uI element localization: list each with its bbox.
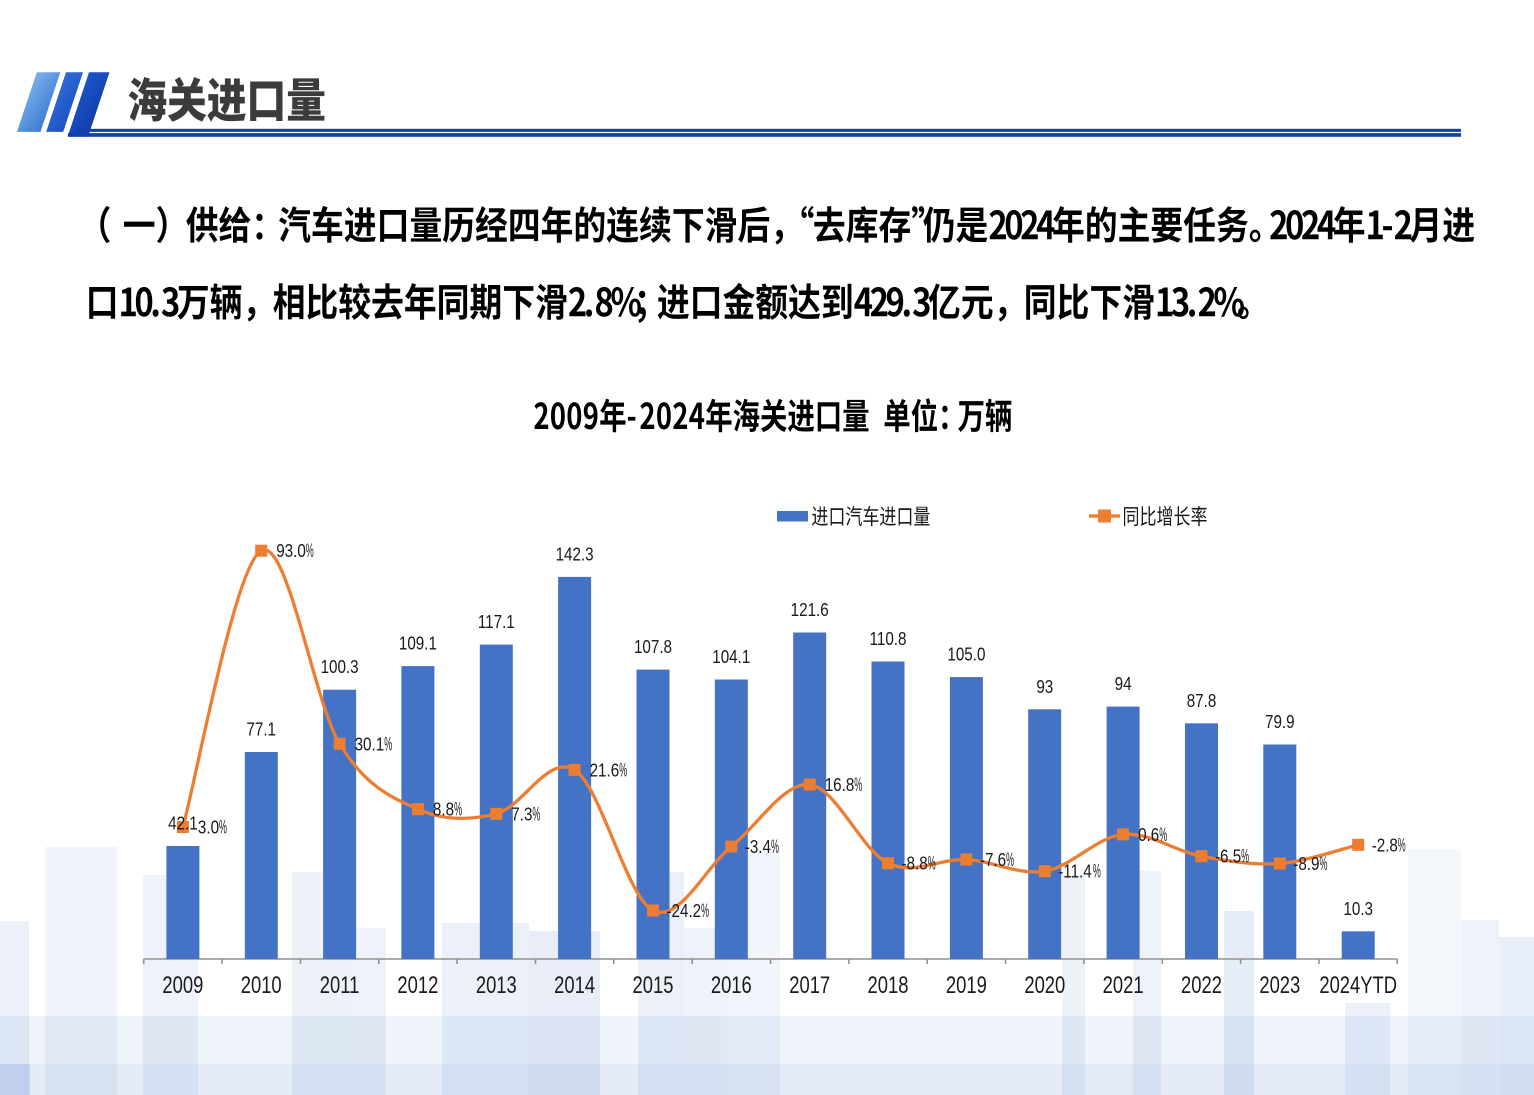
svg-text:104.1: 104.1	[712, 647, 750, 668]
svg-text:-3.4: -3.4	[745, 837, 771, 858]
svg-text:21.6: 21.6	[590, 760, 620, 781]
svg-text:%: %	[701, 902, 709, 922]
svg-text:109.1: 109.1	[399, 633, 437, 654]
svg-text:2010: 2010	[241, 973, 282, 999]
svg-text:2019: 2019	[946, 973, 987, 999]
svg-text:-6.5: -6.5	[1215, 846, 1241, 867]
svg-text:%: %	[928, 854, 936, 874]
svg-text:105.0: 105.0	[947, 644, 985, 665]
svg-text:110.8: 110.8	[870, 629, 907, 650]
svg-text:2009: 2009	[162, 973, 203, 999]
svg-text:2014: 2014	[554, 973, 595, 999]
svg-text:94: 94	[1115, 674, 1132, 695]
svg-text:3.0: 3.0	[198, 817, 219, 838]
svg-text:%: %	[454, 800, 462, 820]
svg-text:-8.9: -8.9	[1293, 854, 1319, 875]
svg-text:93.0: 93.0	[276, 541, 306, 562]
svg-text:30.1: 30.1	[355, 734, 385, 755]
svg-text:16.8: 16.8	[825, 775, 855, 796]
svg-text:%: %	[1006, 851, 1014, 871]
svg-text:-8.8: -8.8	[902, 853, 928, 874]
svg-text:2024YTD: 2024YTD	[1319, 973, 1397, 999]
svg-text:%: %	[219, 818, 227, 838]
svg-text:%: %	[306, 542, 314, 562]
svg-text:%: %	[1320, 855, 1328, 875]
svg-text:%: %	[532, 805, 540, 825]
svg-text:%: %	[1241, 847, 1249, 867]
svg-text:2013: 2013	[476, 973, 517, 999]
svg-text:142.3: 142.3	[556, 544, 594, 565]
svg-text:%: %	[854, 776, 862, 796]
svg-text:2017: 2017	[789, 973, 830, 999]
svg-text:2011: 2011	[320, 973, 360, 999]
svg-text:121.6: 121.6	[791, 600, 829, 621]
svg-text:%: %	[1398, 836, 1406, 856]
svg-text:2012: 2012	[397, 973, 438, 999]
svg-text:2021: 2021	[1103, 973, 1144, 999]
svg-text:0.6: 0.6	[1138, 825, 1159, 846]
svg-text:-11.4: -11.4	[1058, 861, 1092, 882]
svg-text:%: %	[1159, 826, 1167, 846]
svg-text:%: %	[771, 838, 779, 858]
svg-text:117.1: 117.1	[478, 612, 515, 633]
svg-text:2016: 2016	[711, 973, 752, 999]
svg-text:%: %	[384, 735, 392, 755]
svg-text:2023: 2023	[1259, 973, 1300, 999]
svg-text:7.3: 7.3	[511, 804, 532, 825]
svg-text:79.9: 79.9	[1265, 712, 1295, 733]
svg-text:2022: 2022	[1181, 973, 1222, 999]
svg-text:107.8: 107.8	[634, 637, 672, 658]
svg-text:-24.2: -24.2	[667, 901, 702, 922]
svg-text:%: %	[1093, 862, 1101, 882]
svg-text:2015: 2015	[633, 973, 674, 999]
svg-text:-7.6: -7.6	[980, 850, 1006, 871]
svg-text:100.3: 100.3	[321, 657, 359, 678]
svg-text:87.8: 87.8	[1187, 691, 1217, 712]
svg-text:93: 93	[1036, 677, 1053, 698]
svg-text:10.3: 10.3	[1343, 899, 1373, 920]
svg-text:42.1: 42.1	[168, 813, 198, 834]
svg-text:8.8: 8.8	[433, 799, 454, 820]
svg-text:2020: 2020	[1024, 973, 1065, 999]
svg-text:-2.8: -2.8	[1372, 835, 1398, 856]
svg-text:%: %	[619, 761, 627, 781]
svg-text:77.1: 77.1	[246, 719, 276, 740]
svg-text:2018: 2018	[868, 973, 909, 999]
